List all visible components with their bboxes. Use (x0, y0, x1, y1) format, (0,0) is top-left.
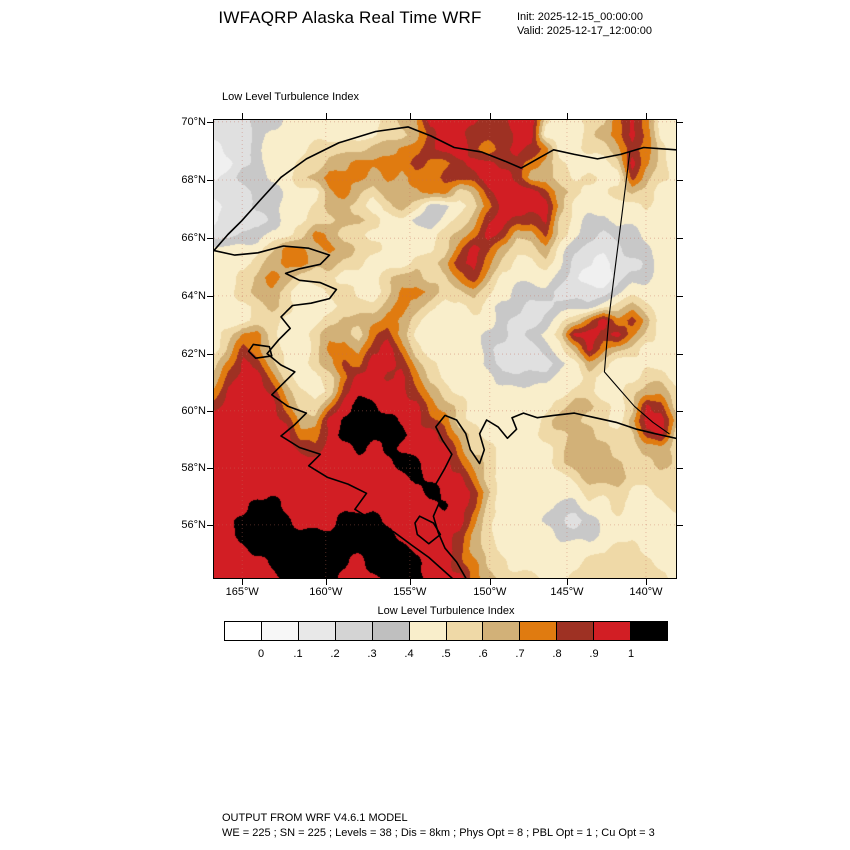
lon-tick-mark (325, 578, 327, 585)
lat-tick-label: 58°N (181, 462, 206, 475)
lat-tick-mark (676, 410, 683, 412)
lon-tick-mark (409, 113, 411, 120)
colorbar-tick-label: .4 (404, 648, 414, 660)
map-panel: 70°N 68°N 66°N 64°N 62°N 60°N 58°N 56°N 165°W 160… (181, 113, 683, 598)
lat-tick-label: 64°N (181, 289, 206, 302)
lat-tick-label: 68°N (181, 173, 206, 186)
lon-tick-mark (566, 578, 568, 585)
gulf-coast (432, 412, 676, 578)
colorbar (224, 621, 668, 641)
lon-tick-label: 160°W (309, 586, 343, 598)
run-info: Init: 2025-12-15_00:00:00 Valid: 2025-12… (517, 10, 652, 38)
lat-tick-mark (676, 238, 683, 240)
footer-model-line: OUTPUT FROM WRF V4.6.1 MODEL (222, 812, 408, 824)
lat-tick-mark (676, 121, 683, 123)
turbulence-field-canvas (214, 120, 676, 578)
colorbar-labels: 0 .1 .2 .3 .4 .5 .6 .7 .8 .9 1 (224, 648, 668, 662)
colorbar-tick-label: .2 (330, 648, 340, 660)
lon-tick-mark (645, 113, 647, 120)
coastline-overlay (214, 120, 676, 578)
lon-tick-mark (409, 578, 411, 585)
colorbar-tick-label: .7 (515, 648, 525, 660)
lon-tick-mark (566, 113, 568, 120)
colorbar-cell (372, 622, 410, 640)
kodiak-island (414, 515, 442, 545)
colorbar-tick-label: .3 (367, 648, 377, 660)
colorbar-tick-label: 1 (627, 648, 635, 660)
lon-tick-mark (325, 113, 327, 120)
lat-tick-mark (676, 295, 683, 297)
colorbar-cell (483, 622, 521, 640)
valid-time-label: Valid: 2025-12-17_12:00:00 (517, 25, 652, 37)
lat-tick-label: 66°N (181, 232, 206, 245)
lon-tick-label: 140°W (629, 586, 663, 598)
lon-tick-mark (242, 578, 244, 585)
lat-tick-label: 62°N (181, 348, 206, 361)
colorbar-cell (446, 622, 484, 640)
colorbar-tick-label: .8 (552, 648, 562, 660)
colorbar-title: Low Level Turbulence Index (377, 605, 515, 617)
lat-tick-mark (676, 179, 683, 181)
lat-tick-mark (676, 524, 683, 526)
page-title: IWFAQRP Alaska Real Time WRF (218, 8, 482, 27)
lon-tick-mark (489, 578, 491, 585)
colorbar-cell (261, 622, 299, 640)
lon-tick-label: 155°W (393, 586, 427, 598)
west-coast (214, 245, 453, 578)
lat-tick-label: 56°N (181, 518, 206, 531)
colorbar-cell (594, 622, 632, 640)
lon-tick-label: 165°W (225, 586, 259, 598)
lon-tick-label: 145°W (550, 586, 584, 598)
lon-tick-label: 150°W (473, 586, 507, 598)
lat-tick-mark (207, 410, 214, 412)
lat-tick-mark (207, 468, 214, 470)
colorbar-cell (520, 622, 558, 640)
footer-config-line: WE = 225 ; SN = 225 ; Levels = 38 ; Dis … (222, 827, 655, 839)
arctic-coast (214, 126, 676, 252)
lat-tick-mark (207, 354, 214, 356)
lat-tick-mark (207, 524, 214, 526)
map-subtitle: Low Level Turbulence Index (222, 91, 359, 103)
footer: OUTPUT FROM WRF V4.6.1 MODEL WE = 225 ; … (222, 811, 655, 841)
colorbar-cell (225, 622, 262, 640)
colorbar-cell (631, 622, 668, 640)
lon-tick-mark (242, 113, 244, 120)
lat-tick-mark (207, 295, 214, 297)
nunivak-island (247, 343, 273, 359)
alaska-canada-border (603, 151, 670, 435)
lat-tick-label: 60°N (181, 404, 206, 417)
colorbar-tick-label: 0 (257, 648, 265, 660)
colorbar-tick-label: .5 (441, 648, 451, 660)
lat-tick-mark (207, 238, 214, 240)
lat-tick-mark (207, 121, 214, 123)
colorbar-cell (335, 622, 373, 640)
colorbar-cell (409, 622, 447, 640)
colorbar-cell (557, 622, 595, 640)
init-time-label: Init: 2025-12-15_00:00:00 (517, 11, 643, 23)
colorbar-tick-label: .6 (478, 648, 488, 660)
lat-tick-mark (676, 468, 683, 470)
lon-tick-mark (489, 113, 491, 120)
lat-tick-label: 70°N (181, 115, 206, 128)
lat-tick-mark (676, 354, 683, 356)
colorbar-tick-label: .9 (589, 648, 599, 660)
lat-tick-mark (207, 179, 214, 181)
lon-tick-mark (645, 578, 647, 585)
colorbar-tick-label: .1 (293, 648, 303, 660)
colorbar-cell (298, 622, 336, 640)
